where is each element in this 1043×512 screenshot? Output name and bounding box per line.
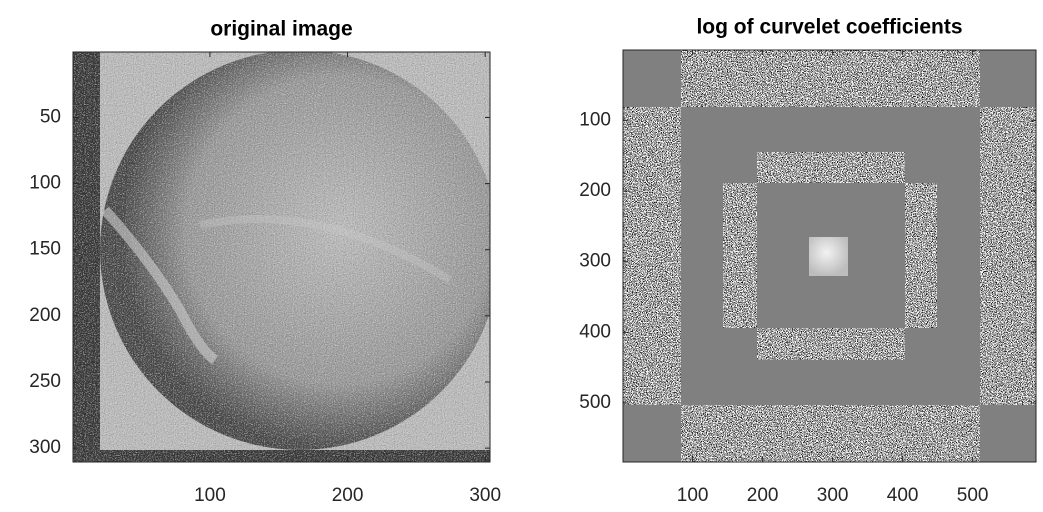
y-tick-label: 200 [29,305,61,326]
y-tick-label: 150 [29,239,61,260]
x-tick-label: 300 [469,485,501,506]
x-tick-label: 200 [747,485,779,506]
y-tick-label: 300 [579,251,611,272]
image-original [73,50,500,462]
chart-title: original image [210,18,352,41]
y-tick-label: 100 [579,109,611,130]
x-tick-label: 100 [677,485,709,506]
y-tick-label: 250 [29,371,61,392]
y-tick-label: 300 [29,437,61,458]
x-tick-label: 500 [957,485,989,506]
y-tick-label: 400 [579,321,611,342]
chart-title: log of curvelet coefficients [696,16,962,39]
x-tick-label: 300 [817,485,849,506]
figure: original image 100 200 300 50 100 150 200 250 300… [0,0,1043,512]
y-tick-label: 50 [40,106,61,127]
image-curvelet [623,50,1036,462]
y-tick-label: 500 [579,392,611,413]
x-tick-label: 400 [887,485,919,506]
y-tick-label: 200 [579,180,611,201]
y-tick-label: 100 [29,173,61,194]
x-tick-label: 200 [332,485,364,506]
x-tick-label: 100 [194,485,226,506]
